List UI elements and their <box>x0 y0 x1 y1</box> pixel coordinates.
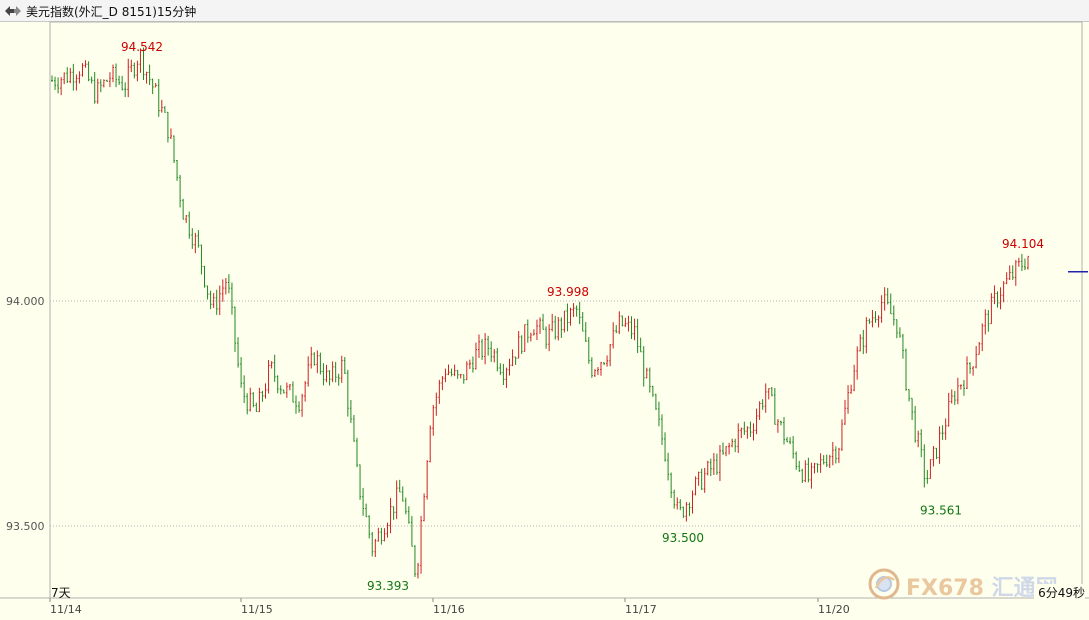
y-axis-ticks: 94.000 93.500 <box>6 295 45 533</box>
candles <box>51 47 1029 579</box>
x-tick-label: 11/14 <box>50 603 82 616</box>
fx678-logo-icon <box>868 568 900 600</box>
gridlines <box>50 300 1082 527</box>
dual-arrow-icon[interactable] <box>3 4 23 18</box>
high-label: 94.104 <box>1002 237 1044 251</box>
x-tick-label: 11/15 <box>241 603 273 616</box>
x-tick-label: 11/16 <box>433 603 465 616</box>
low-label: 93.561 <box>920 504 962 518</box>
low-label: 93.393 <box>367 579 409 593</box>
low-label: 93.500 <box>662 531 704 545</box>
period-label[interactable]: 7天 <box>51 586 71 600</box>
high-low-labels: 94.542 93.393 93.998 93.500 93.561 94.104 <box>121 40 1088 593</box>
x-tick-label: 11/20 <box>818 603 850 616</box>
y-tick-label: 93.500 <box>6 520 45 533</box>
high-label: 93.998 <box>547 285 589 299</box>
high-label: 94.542 <box>121 40 163 54</box>
candle-countdown: 6分49秒 <box>1034 584 1085 601</box>
plot-area <box>49 21 1083 599</box>
x-tick-label: 11/17 <box>625 603 657 616</box>
y-tick-label: 94.000 <box>6 295 45 308</box>
x-axis-ticks: 11/14 11/15 11/16 11/17 11/20 <box>49 598 850 616</box>
chart-title: 美元指数(外汇_D 8151)15分钟 <box>26 5 197 19</box>
chart-frame <box>0 21 1089 599</box>
